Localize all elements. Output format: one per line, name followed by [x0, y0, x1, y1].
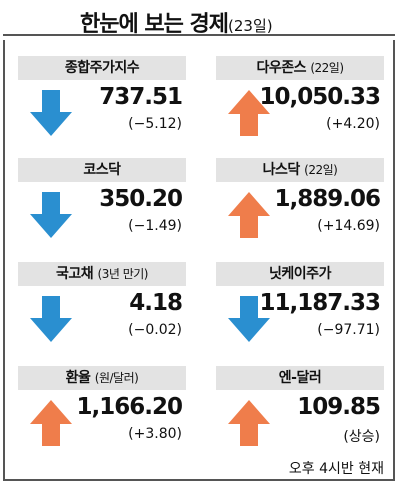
down-arrow-shape	[228, 296, 270, 342]
up-arrow-icon	[228, 192, 270, 238]
down-arrow-icon	[30, 296, 72, 342]
down-arrow-icon	[30, 90, 72, 136]
card-nikkei: 닛케이주가 11,187.33 (−97.71)	[204, 262, 394, 366]
card-exchange: 환율 (원/달러) 1,166.20 (+3.80)	[6, 366, 196, 470]
header-rule	[3, 34, 395, 36]
card-name: 환율	[65, 370, 91, 386]
card-change: (+4.20)	[326, 116, 380, 132]
card-name: 나스닥	[262, 162, 301, 178]
card-label: 종합주가지수	[18, 56, 186, 80]
card-treasury: 국고채 (3년 만기) 4.18 (−0.02)	[6, 262, 196, 366]
card-change: (−0.02)	[128, 322, 182, 338]
up-arrow-icon	[228, 400, 270, 446]
card-label: 국고채 (3년 만기)	[18, 262, 186, 286]
up-arrow-icon	[30, 400, 72, 446]
card-change: (+14.69)	[317, 218, 380, 234]
up-arrow-shape	[228, 400, 270, 446]
card-value: 1,166.20	[76, 394, 183, 420]
card-value: 1,889.06	[274, 186, 381, 212]
down-arrow-icon	[228, 296, 270, 342]
card-label: 닛케이주가	[216, 262, 384, 286]
up-arrow-shape	[228, 90, 270, 136]
timestamp-note: 오후 4시반 현재	[288, 461, 384, 477]
up-arrow-shape	[228, 192, 270, 238]
card-label: 코스닥	[18, 158, 186, 182]
card-yen-dollar: 엔-달러 109.85 (상승)	[204, 366, 394, 470]
card-value: 737.51	[99, 84, 183, 110]
card-value: 4.18	[129, 290, 183, 316]
card-change: (−97.71)	[317, 322, 380, 338]
card-change: (상승)	[343, 429, 380, 445]
card-value: 11,187.33	[259, 290, 381, 316]
card-dow: 다우존스 (22일) 10,050.33 (+4.20)	[204, 56, 394, 160]
card-name: 엔-달러	[278, 370, 322, 386]
page-title: 한눈에 보는 경제(23일)	[80, 6, 273, 38]
title-date: (23일)	[228, 17, 273, 35]
down-arrow-shape	[30, 296, 72, 342]
header: 한눈에 보는 경제(23일)	[0, 0, 400, 40]
title-text: 한눈에 보는 경제	[80, 12, 229, 37]
card-nasdaq: 나스닥 (22일) 1,889.06 (+14.69)	[204, 158, 394, 262]
card-value: 10,050.33	[259, 84, 381, 110]
card-change: (−5.12)	[128, 116, 182, 132]
card-sub: (22일)	[310, 61, 344, 75]
up-arrow-shape	[30, 400, 72, 446]
down-arrow-icon	[30, 192, 72, 238]
card-sub: (22일)	[304, 163, 338, 177]
card-kosdaq: 코스닥 350.20 (−1.49)	[6, 158, 196, 262]
card-name: 국고채	[56, 266, 94, 282]
card-label: 환율 (원/달러)	[18, 366, 186, 390]
card-sub: (3년 만기)	[97, 267, 149, 281]
card-change: (+3.80)	[128, 426, 182, 442]
card-name: 다우존스	[256, 60, 306, 76]
card-name: 종합주가지수	[64, 60, 140, 76]
card-kospi: 종합주가지수 737.51 (−5.12)	[6, 56, 196, 160]
card-label: 나스닥 (22일)	[216, 158, 384, 182]
card-value: 350.20	[99, 186, 183, 212]
card-label: 엔-달러	[216, 366, 384, 390]
card-change: (−1.49)	[128, 218, 182, 234]
down-arrow-shape	[30, 192, 72, 238]
up-arrow-icon	[228, 90, 270, 136]
down-arrow-shape	[30, 90, 72, 136]
card-label: 다우존스 (22일)	[216, 56, 384, 80]
card-name: 코스닥	[83, 162, 121, 178]
card-sub: (원/달러)	[94, 371, 139, 385]
card-value: 109.85	[297, 394, 381, 420]
card-name: 닛케이주가	[269, 266, 331, 282]
